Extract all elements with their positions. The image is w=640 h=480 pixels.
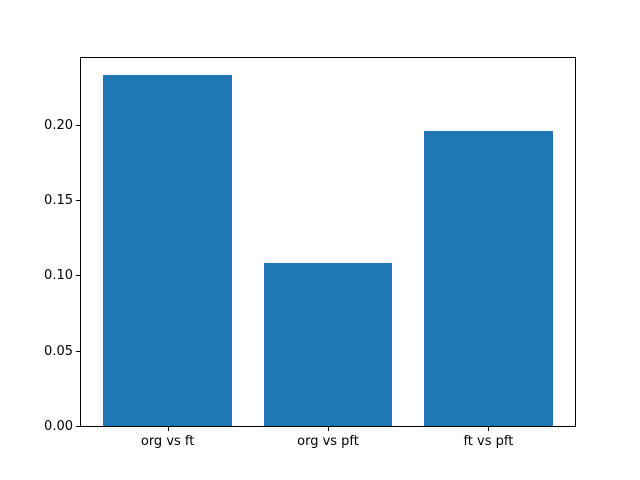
y-tick-label: 0.15: [44, 193, 73, 209]
x-tick-label: ft vs pft: [463, 434, 514, 449]
bar-ft-vs-pft: [424, 130, 553, 426]
bar-org-vs-pft: [263, 263, 393, 426]
y-tick-label: 0.00: [44, 419, 73, 434]
y-tick-mark: [76, 350, 80, 352]
y-tick-mark: [76, 275, 80, 277]
x-tick-mark: [167, 427, 169, 431]
bar-org-vs-ft: [103, 75, 232, 426]
y-tick-mark: [76, 426, 80, 427]
y-tick-label: 0.20: [44, 117, 73, 133]
y-tick-mark: [76, 124, 80, 126]
y-tick-label: 0.10: [44, 268, 73, 284]
x-tick-mark: [488, 427, 490, 431]
x-tick-mark: [328, 427, 329, 431]
plot-area: [80, 57, 576, 427]
x-tick-label: org vs pft: [297, 434, 359, 449]
x-tick-label: org vs ft: [140, 434, 195, 449]
y-tick-mark: [76, 200, 80, 202]
y-tick-label: 0.05: [44, 343, 73, 359]
